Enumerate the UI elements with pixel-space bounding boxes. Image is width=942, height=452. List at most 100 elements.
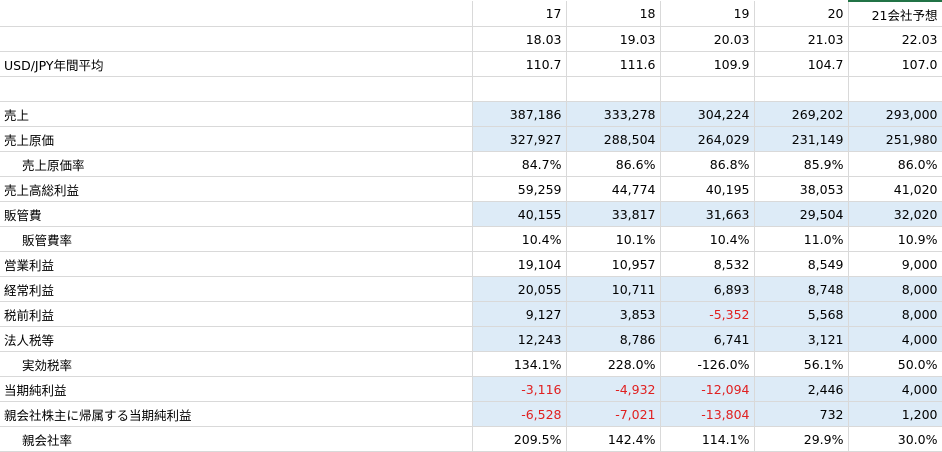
- row-label: 売上原価: [0, 126, 473, 152]
- value-cell: 251,980: [848, 126, 942, 152]
- value-cell: 4,000: [848, 376, 942, 402]
- row-label: [0, 76, 473, 102]
- header-cell: 22.03: [848, 26, 942, 52]
- value-cell: 12,243: [472, 326, 567, 352]
- value-cell: -12,094: [660, 376, 755, 402]
- data-row: 売上高総利益 59,259 44,774 40,195 38,053 41,020: [0, 176, 942, 202]
- data-row: 当期純利益 -3,116 -4,932 -12,094 2,446 4,000: [0, 376, 942, 402]
- value-cell: 3,121: [754, 326, 849, 352]
- value-cell: 9,127: [472, 301, 567, 327]
- value-cell: 114.1%: [660, 426, 755, 452]
- value-cell: 86.0%: [848, 151, 942, 177]
- value-cell: 8,549: [754, 251, 849, 277]
- value-cell: 110.7: [472, 51, 567, 77]
- row-label: 実効税率: [0, 351, 473, 377]
- value-cell: 59,259: [472, 176, 567, 202]
- header-row: 18.03 19.03 20.03 21.03 22.03: [0, 26, 942, 52]
- data-row: [0, 76, 942, 102]
- value-cell: 109.9: [660, 51, 755, 77]
- label-cell: [0, 1, 473, 27]
- value-cell: 134.1%: [472, 351, 567, 377]
- header-cell: 17: [472, 1, 567, 27]
- value-cell: 732: [754, 401, 849, 427]
- value-cell: 86.8%: [660, 151, 755, 177]
- row-label: 法人税等: [0, 326, 473, 352]
- value-cell: 111.6: [566, 51, 661, 77]
- value-cell: 85.9%: [754, 151, 849, 177]
- row-label: 売上: [0, 101, 473, 127]
- value-cell: [566, 76, 661, 102]
- row-label: 売上高総利益: [0, 176, 473, 202]
- value-cell: 304,224: [660, 101, 755, 127]
- value-cell: 8,000: [848, 301, 942, 327]
- value-cell: 44,774: [566, 176, 661, 202]
- header-cell: 20.03: [660, 26, 755, 52]
- value-cell: 40,195: [660, 176, 755, 202]
- value-cell: 29,504: [754, 201, 849, 227]
- row-label: 税前利益: [0, 301, 473, 327]
- row-label: 売上原価率: [0, 151, 473, 177]
- value-cell: -5,352: [660, 301, 755, 327]
- row-label: 親会社株主に帰属する当期純利益: [0, 401, 473, 427]
- value-cell: 32,020: [848, 201, 942, 227]
- data-row: 売上原価率 84.7% 86.6% 86.8% 85.9% 86.0%: [0, 151, 942, 177]
- header-row: 17 18 19 20 21会社予想: [0, 0, 942, 27]
- value-cell: 11.0%: [754, 226, 849, 252]
- value-cell: 56.1%: [754, 351, 849, 377]
- value-cell: 2,446: [754, 376, 849, 402]
- value-cell: 142.4%: [566, 426, 661, 452]
- row-label: 当期純利益: [0, 376, 473, 402]
- data-row: 売上原価 327,927 288,504 264,029 231,149 251,980: [0, 126, 942, 152]
- value-cell: -6,528: [472, 401, 567, 427]
- value-cell: 50.0%: [848, 351, 942, 377]
- value-cell: 19,104: [472, 251, 567, 277]
- value-cell: 10.1%: [566, 226, 661, 252]
- value-cell: [472, 76, 567, 102]
- value-cell: -13,804: [660, 401, 755, 427]
- value-cell: 288,504: [566, 126, 661, 152]
- value-cell: 8,532: [660, 251, 755, 277]
- value-cell: [754, 76, 849, 102]
- value-cell: 264,029: [660, 126, 755, 152]
- value-cell: 29.9%: [754, 426, 849, 452]
- data-row: USD/JPY年間平均 110.7 111.6 109.9 104.7 107.0: [0, 51, 942, 77]
- value-cell: [660, 76, 755, 102]
- row-label: 経常利益: [0, 276, 473, 302]
- row-label: 販管費率: [0, 226, 473, 252]
- row-label: 営業利益: [0, 251, 473, 277]
- data-row: 税前利益 9,127 3,853 -5,352 5,568 8,000: [0, 301, 942, 327]
- value-cell: 269,202: [754, 101, 849, 127]
- data-row: 販管費率 10.4% 10.1% 10.4% 11.0% 10.9%: [0, 226, 942, 252]
- data-row: 販管費 40,155 33,817 31,663 29,504 32,020: [0, 201, 942, 227]
- data-row: 親会社率 209.5% 142.4% 114.1% 29.9% 30.0%: [0, 426, 942, 452]
- header-cell: 20: [754, 1, 849, 27]
- data-row: 営業利益 19,104 10,957 8,532 8,549 9,000: [0, 251, 942, 277]
- header-cell: 21会社予想: [848, 0, 942, 27]
- data-row: 経常利益 20,055 10,711 6,893 8,748 8,000: [0, 276, 942, 302]
- value-cell: 228.0%: [566, 351, 661, 377]
- value-cell: 209.5%: [472, 426, 567, 452]
- value-cell: 31,663: [660, 201, 755, 227]
- value-cell: 6,741: [660, 326, 755, 352]
- value-cell: 104.7: [754, 51, 849, 77]
- data-row: 親会社株主に帰属する当期純利益 -6,528 -7,021 -13,804 732 1,2…: [0, 401, 942, 427]
- row-label: 親会社率: [0, 426, 473, 452]
- value-cell: 20,055: [472, 276, 567, 302]
- value-cell: 3,853: [566, 301, 661, 327]
- value-cell: 10.4%: [660, 226, 755, 252]
- value-cell: 10,957: [566, 251, 661, 277]
- value-cell: 387,186: [472, 101, 567, 127]
- value-cell: -126.0%: [660, 351, 755, 377]
- value-cell: 40,155: [472, 201, 567, 227]
- value-cell: 38,053: [754, 176, 849, 202]
- value-cell: -3,116: [472, 376, 567, 402]
- value-cell: 33,817: [566, 201, 661, 227]
- value-cell: 1,200: [848, 401, 942, 427]
- value-cell: 8,000: [848, 276, 942, 302]
- value-cell: 333,278: [566, 101, 661, 127]
- value-cell: 5,568: [754, 301, 849, 327]
- value-cell: 6,893: [660, 276, 755, 302]
- row-label: USD/JPY年間平均: [0, 51, 473, 77]
